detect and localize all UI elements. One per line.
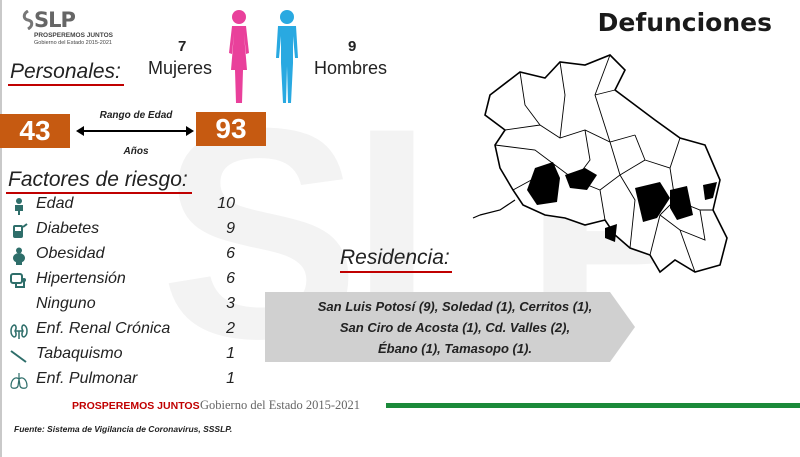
footer-government: Gobierno del Estado 2015-2021 <box>200 398 361 412</box>
women-label: Mujeres <box>148 58 213 78</box>
residencia-list: San Luis Potosí (9), Soledad (1), Cerrit… <box>285 296 625 359</box>
risk-factor-value: 9 <box>226 220 235 237</box>
risk-factor-row: Obesidad 6 <box>10 245 235 267</box>
man-figure-icon <box>276 10 298 103</box>
risk-factor-label: Tabaquismo <box>36 345 123 362</box>
factores-heading: Factores de riesgo: <box>8 168 188 191</box>
source-note: Fuente: Sistema de Vigilancia de Coronav… <box>14 424 233 434</box>
risk-factor-row: Enf. Pulmonar 1 <box>10 370 235 392</box>
glucose-meter-icon <box>13 223 28 238</box>
elderly-person-icon <box>15 198 23 215</box>
age-unit-label: Años <box>123 146 149 157</box>
footer-green-bar <box>386 403 800 408</box>
obese-person-icon <box>13 247 25 265</box>
logo-slogan: PROSPEREMOS JUNTOS <box>34 32 113 39</box>
risk-factor-row: Tabaquismo 1 <box>10 345 235 367</box>
page-title: Defunciones <box>597 8 772 37</box>
risk-factor-value: 1 <box>226 370 235 387</box>
risk-factor-value: 6 <box>226 245 235 262</box>
risk-factor-label: Edad <box>36 195 74 212</box>
age-min-box: 43 <box>0 114 70 148</box>
risk-factor-label: Enf. Pulmonar <box>36 370 138 387</box>
risk-factor-value: 10 <box>217 195 235 212</box>
kidney-icon <box>10 324 28 339</box>
risk-factor-label: Diabetes <box>36 220 100 237</box>
residencia-line: Ébano (1), Tamasopo (1). <box>377 341 533 356</box>
risk-factor-label: Obesidad <box>36 245 105 262</box>
lungs-icon <box>10 373 28 389</box>
personales-heading: Personales: <box>10 60 121 83</box>
residencia-line: San Luis Potosí (9), Soledad (1), Cerrit… <box>317 299 593 314</box>
risk-factor-value: 3 <box>226 295 235 312</box>
footer-slogan: PROSPEREMOS JUNTOS <box>72 400 200 412</box>
risk-factor-label: Ninguno <box>36 295 96 312</box>
risk-factor-label: Enf. Renal Crónica <box>36 320 171 337</box>
men-count: 9 <box>348 38 357 55</box>
risk-factor-value: 1 <box>226 345 235 362</box>
woman-figure-icon <box>229 10 249 103</box>
risk-factor-value: 6 <box>226 270 235 287</box>
personales-underline <box>8 84 124 86</box>
age-range-label: Rango de Edad <box>99 110 173 121</box>
logo-text: SLP <box>34 8 76 32</box>
blood-pressure-icon <box>10 273 26 288</box>
age-max-box: 93 <box>196 112 266 146</box>
left-border <box>0 0 2 457</box>
risk-factor-label: Hipertensión <box>36 270 126 287</box>
residencia-heading: Residencia: <box>340 246 450 269</box>
factores-underline <box>6 192 192 194</box>
residencia-underline <box>340 271 452 273</box>
risk-factor-row: Edad 10 <box>10 195 235 217</box>
men-label: Hombres <box>314 58 388 78</box>
residencia-line: San Ciro de Acosta (1), Cd. Valles (2), <box>339 320 571 335</box>
risk-factor-row: Diabetes 9 <box>10 220 235 242</box>
logo-government: Gobierno del Estado 2015-2021 <box>34 40 112 46</box>
range-arrow-icon <box>76 126 194 136</box>
risk-factor-row: Hipertensión 6 <box>10 270 235 292</box>
risk-factor-row: Ninguno 3 <box>10 295 235 317</box>
cigarette-icon <box>10 350 27 363</box>
women-count: 7 <box>178 38 187 55</box>
logo-emblem-icon <box>22 10 34 30</box>
risk-factor-value: 2 <box>226 320 235 337</box>
residencia-box <box>265 292 635 362</box>
state-municipalities-map <box>472 54 728 274</box>
risk-factor-row: Enf. Renal Crónica 2 <box>10 320 235 342</box>
